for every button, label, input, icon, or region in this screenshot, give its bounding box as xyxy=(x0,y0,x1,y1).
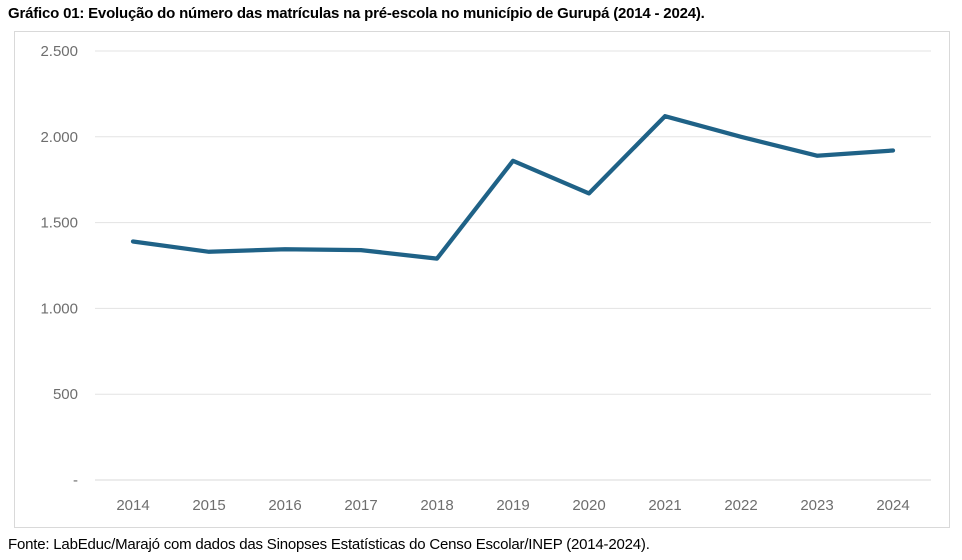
x-tick-label-2022: 2022 xyxy=(724,497,757,514)
line-chart: - 500 1.000 1.500 2.000 2.500 2014 2015 2016 2017… xyxy=(40,43,931,514)
x-tick-label-2019: 2019 xyxy=(496,497,529,514)
x-tick-label-2020: 2020 xyxy=(572,497,605,514)
x-tick-label-2018: 2018 xyxy=(420,497,453,514)
x-tick-label-2024: 2024 xyxy=(876,497,909,514)
y-tick-label-2000: 2.000 xyxy=(40,129,78,146)
y-tick-label-500: 500 xyxy=(53,386,78,403)
x-tick-label-2016: 2016 xyxy=(268,497,301,514)
x-tick-label-2023: 2023 xyxy=(800,497,833,514)
x-tick-label-2021: 2021 xyxy=(648,497,681,514)
y-tick-label-2500: 2.500 xyxy=(40,43,78,60)
x-tick-label-2014: 2014 xyxy=(116,497,149,514)
x-tick-label-2017: 2017 xyxy=(344,497,377,514)
chart-frame: - 500 1.000 1.500 2.000 2.500 2014 2015 2016 2017… xyxy=(14,31,950,528)
y-tick-label-1000: 1.000 xyxy=(40,300,78,317)
y-tick-label-0: - xyxy=(73,472,78,489)
chart-title: Gráfico 01: Evolução do número das matrí… xyxy=(8,5,705,22)
y-tick-label-1500: 1.500 xyxy=(40,215,78,232)
source-note: Fonte: LabEduc/Marajó com dados das Sino… xyxy=(8,536,650,553)
x-tick-label-2015: 2015 xyxy=(192,497,225,514)
series-line xyxy=(130,114,896,261)
